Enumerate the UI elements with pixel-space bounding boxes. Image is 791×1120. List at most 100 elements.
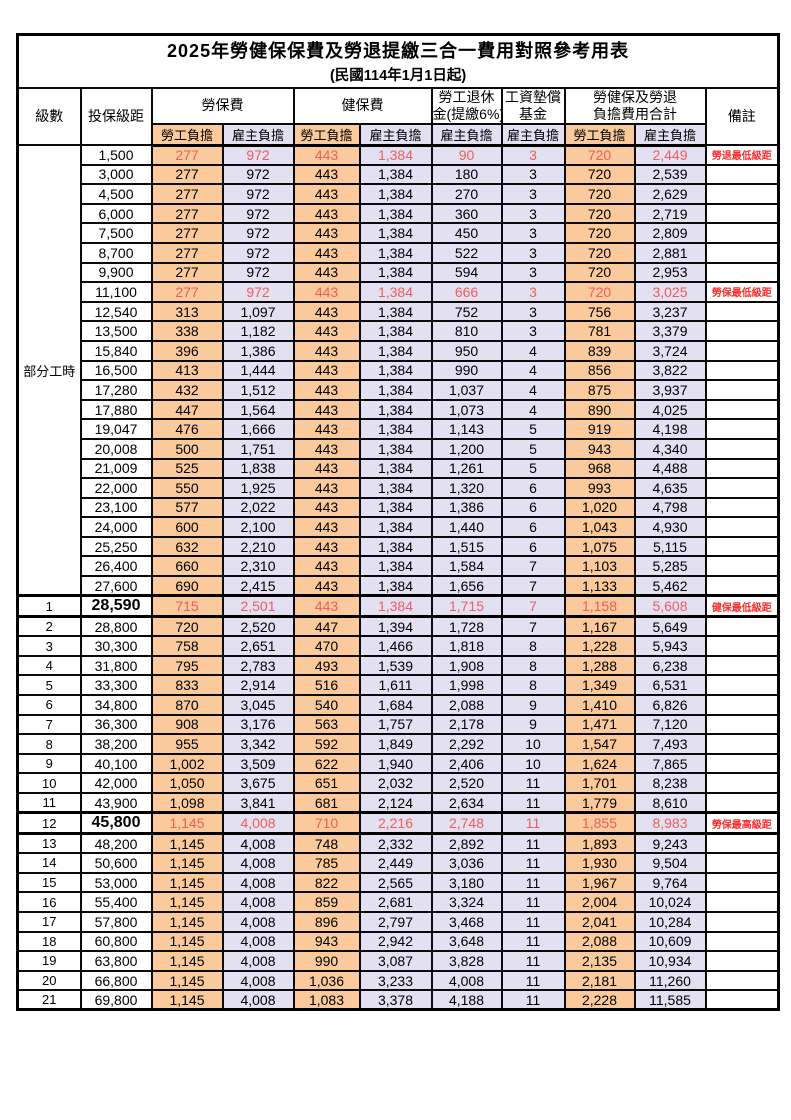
wagefund-employer-cell: 7 bbox=[500, 555, 566, 578]
labor-employer-cell: 1,838 bbox=[221, 457, 295, 480]
health-employee-cell: 896 bbox=[292, 910, 361, 933]
note-cell bbox=[704, 713, 780, 736]
level-cell: 16 bbox=[16, 891, 82, 913]
health-employee-cell: 443 bbox=[292, 144, 361, 166]
health-employee-cell: 563 bbox=[292, 713, 361, 736]
bracket-cell: 36,300 bbox=[79, 713, 153, 736]
level-cell: 4 bbox=[16, 654, 82, 677]
labor-employer-cell: 4,008 bbox=[221, 891, 295, 913]
pension-header-line1: 勞工退休 bbox=[438, 88, 495, 105]
labor-employer-cell: 1,386 bbox=[221, 339, 295, 362]
total-employer-cell: 11,585 bbox=[633, 989, 707, 1011]
note-cell bbox=[704, 733, 780, 755]
labor-employer-cell: 972 bbox=[221, 202, 295, 225]
pension-employer-cell: 2,748 bbox=[430, 811, 503, 836]
table-row: 10 42,000 1,050 3,675 651 2,032 2,520 11 1,701 8,… bbox=[16, 772, 780, 794]
total-employee-cell: 720 bbox=[563, 202, 636, 225]
health-employer-cell: 1,611 bbox=[358, 674, 433, 697]
wagefund-employer-cell: 3 bbox=[500, 300, 566, 323]
pension-employer-cell: 950 bbox=[430, 339, 503, 362]
health-employee-cell: 443 bbox=[292, 457, 361, 480]
level-cell: 6 bbox=[16, 694, 82, 716]
table-row: 部分工時 1,500 277 972 443 1,384 90 3 720 2,449 勞退最低級距 bbox=[16, 144, 780, 597]
labor-employee-cell: 476 bbox=[150, 418, 224, 440]
pension-employer-cell: 3,180 bbox=[430, 871, 503, 894]
bracket-cell: 26,400 bbox=[79, 555, 153, 578]
pension-employer-cell: 2,088 bbox=[430, 694, 503, 716]
labor-employer-cell: 3,342 bbox=[221, 733, 295, 755]
bracket-cell: 28,800 bbox=[79, 615, 153, 638]
bracket-cell: 19,047 bbox=[79, 418, 153, 440]
total-employee-cell: 720 bbox=[563, 222, 636, 244]
table-row: 25,250 632 2,210 443 1,384 1,515 6 1,075 5,115 bbox=[18, 535, 780, 558]
labor-employer-cell: 1,564 bbox=[221, 398, 295, 421]
labor-employer-cell: 1,751 bbox=[221, 437, 295, 460]
labor-employee-cell: 550 bbox=[150, 477, 224, 499]
total-employer-cell: 6,826 bbox=[633, 694, 707, 716]
total-employer-cell: 5,462 bbox=[633, 575, 707, 597]
pension-employer-cell: 1,073 bbox=[430, 398, 503, 421]
labor-employer-cell: 1,097 bbox=[221, 300, 295, 323]
labor-employee-cell: 690 bbox=[150, 575, 224, 597]
health-employee-cell: 443 bbox=[292, 535, 361, 558]
labor-employer-cell: 2,022 bbox=[221, 496, 295, 519]
labor-employee-cell: 955 bbox=[150, 733, 224, 755]
total-employer-cell: 3,237 bbox=[633, 300, 707, 323]
note-cell bbox=[704, 575, 780, 597]
bracket-cell: 69,800 bbox=[79, 989, 153, 1011]
pension-employer-cell: 666 bbox=[430, 281, 503, 303]
pension-employer-cell: 4,008 bbox=[430, 969, 503, 992]
bracket-cell: 17,280 bbox=[79, 379, 153, 401]
bracket-cell: 7,500 bbox=[79, 222, 153, 244]
total-employee-cell: 720 bbox=[563, 183, 636, 205]
wagefund-employer-cell: 11 bbox=[500, 871, 566, 894]
wagefund-employer-cell: 3 bbox=[500, 222, 566, 244]
pension-employer-cell: 2,892 bbox=[430, 832, 503, 855]
table-row: 4 31,800 795 2,783 493 1,539 1,908 8 1,288 6,238 bbox=[16, 654, 780, 677]
health-employer-cell: 1,384 bbox=[358, 183, 433, 205]
total-employee-cell: 1,779 bbox=[563, 792, 636, 814]
reference-sheet: 2025年勞健保保費及勞退提繳三合一費用對照參考用表 (民國114年1月1日起)… bbox=[16, 33, 781, 1012]
health-employee-cell: 1,083 bbox=[292, 989, 361, 1011]
subheader-health-employee: 勞工負擔 bbox=[292, 122, 361, 147]
labor-employee-cell: 277 bbox=[150, 261, 224, 284]
health-employer-cell: 2,681 bbox=[358, 891, 433, 913]
title-row: 2025年勞健保保費及勞退提繳三合一費用對照參考用表 (民國114年1月1日起) bbox=[16, 33, 780, 89]
table-row: 8 38,200 955 3,342 592 1,849 2,292 10 1,547 7,493 bbox=[16, 733, 780, 755]
bracket-cell: 20,008 bbox=[79, 437, 153, 460]
labor-employer-cell: 972 bbox=[221, 163, 295, 186]
labor-employer-cell: 2,914 bbox=[221, 674, 295, 697]
labor-employer-cell: 1,444 bbox=[221, 359, 295, 382]
pension-employer-cell: 2,406 bbox=[430, 752, 503, 775]
labor-employer-cell: 4,008 bbox=[221, 852, 295, 874]
table-row: 19 63,800 1,145 4,008 990 3,087 3,828 11 2,135 10… bbox=[16, 950, 780, 972]
labor-employer-cell: 4,008 bbox=[221, 871, 295, 894]
labor-employee-cell: 720 bbox=[150, 615, 224, 638]
total-employee-cell: 919 bbox=[563, 418, 636, 440]
part-time-group-cell: 部分工時 bbox=[16, 144, 82, 597]
health-employee-cell: 748 bbox=[292, 832, 361, 855]
level-cell: 2 bbox=[16, 615, 82, 638]
bracket-cell: 3,000 bbox=[79, 163, 153, 186]
total-employee-cell: 720 bbox=[563, 261, 636, 284]
health-employer-cell: 1,384 bbox=[358, 359, 433, 382]
health-employee-cell: 785 bbox=[292, 852, 361, 874]
health-employer-cell: 1,384 bbox=[358, 457, 433, 480]
total-header-line1: 勞健保及勞退 bbox=[593, 88, 677, 105]
health-employer-cell: 1,757 bbox=[358, 713, 433, 736]
labor-employee-cell: 1,145 bbox=[150, 871, 224, 894]
pension-employer-cell: 2,292 bbox=[430, 733, 503, 755]
wagefund-employer-cell: 7 bbox=[500, 594, 566, 619]
labor-employee-cell: 338 bbox=[150, 320, 224, 342]
note-cell bbox=[704, 674, 780, 697]
labor-employee-cell: 500 bbox=[150, 437, 224, 460]
total-employee-cell: 1,349 bbox=[563, 674, 636, 697]
wagefund-employer-cell: 8 bbox=[500, 654, 566, 677]
wagefund-employer-cell: 8 bbox=[500, 635, 566, 657]
labor-employee-cell: 1,145 bbox=[150, 832, 224, 855]
table-row: 26,400 660 2,310 443 1,384 1,584 7 1,103 5,285 bbox=[18, 555, 780, 578]
labor-employee-cell: 277 bbox=[150, 183, 224, 205]
labor-employer-cell: 4,008 bbox=[221, 950, 295, 972]
wagefund-employer-cell: 11 bbox=[500, 989, 566, 1011]
health-employer-cell: 1,384 bbox=[358, 575, 433, 597]
